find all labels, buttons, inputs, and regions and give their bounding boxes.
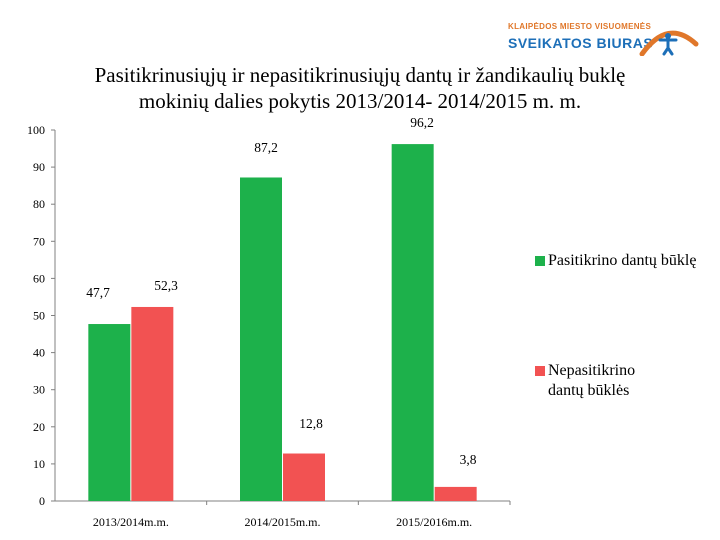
- data-label: 52,3: [154, 278, 178, 293]
- bar: [434, 486, 477, 501]
- data-label: 96,2: [410, 115, 434, 130]
- chart-title: Pasitikrinusiųjų ir nepasitikrinusiųjų d…: [0, 62, 720, 114]
- y-tick-label: 100: [27, 123, 45, 137]
- logo-line2: SVEIKATOS BIURAS: [508, 35, 654, 51]
- y-tick-label: 0: [39, 494, 45, 508]
- data-label: 47,7: [86, 285, 110, 300]
- chart-axes: 0 10 20 30 40 50 60 70 80 90 100 2013/2014m.m. 2014/…: [27, 123, 511, 529]
- y-tick-label: 50: [33, 309, 45, 323]
- legend-label-checked: Pasitikrino dantų būklę: [548, 252, 697, 269]
- y-tick-label: 80: [33, 197, 45, 211]
- bar: [283, 453, 325, 501]
- data-label: 87,2: [254, 140, 278, 155]
- chart-bars: [88, 144, 477, 501]
- x-tick-label: 2013/2014m.m.: [93, 515, 169, 529]
- bar: [240, 177, 282, 501]
- chart-data-labels: 47,7 87,2 96,2 52,3 12,8 3,8: [86, 115, 477, 467]
- logo-emblem-icon: [639, 30, 699, 56]
- y-tick-label: 90: [33, 160, 45, 174]
- legend-swatch-checked: [535, 256, 545, 266]
- y-tick-label: 10: [33, 457, 45, 471]
- logo: KLAIPĖDOS MIESTO VISUOMENĖS SVEIKATOS BI…: [500, 22, 705, 58]
- bar: [88, 324, 131, 501]
- x-tick-label: 2015/2016m.m.: [396, 515, 472, 529]
- chart-title-line1: Pasitikrinusiųjų ir nepasitikrinusiųjų d…: [94, 63, 626, 87]
- legend-swatch-unchecked: [535, 366, 545, 376]
- y-tick-label: 40: [33, 346, 45, 360]
- y-tick-label: 30: [33, 383, 45, 397]
- y-tick-label: 60: [33, 271, 45, 285]
- bar: [131, 306, 174, 501]
- y-tick-label: 20: [33, 420, 45, 434]
- logo-line1: KLAIPĖDOS MIESTO VISUOMENĖS: [508, 22, 652, 31]
- x-tick-label: 2014/2015m.m.: [244, 515, 320, 529]
- legend-label-unchecked: Nepasitikrino dantų būklės: [548, 362, 636, 399]
- chart-title-line2: mokinių dalies pokytis 2013/2014- 2014/2…: [138, 89, 582, 113]
- data-label: 12,8: [299, 416, 323, 431]
- data-label: 3,8: [460, 452, 477, 467]
- y-tick-label: 70: [33, 234, 45, 248]
- bar: [391, 144, 434, 501]
